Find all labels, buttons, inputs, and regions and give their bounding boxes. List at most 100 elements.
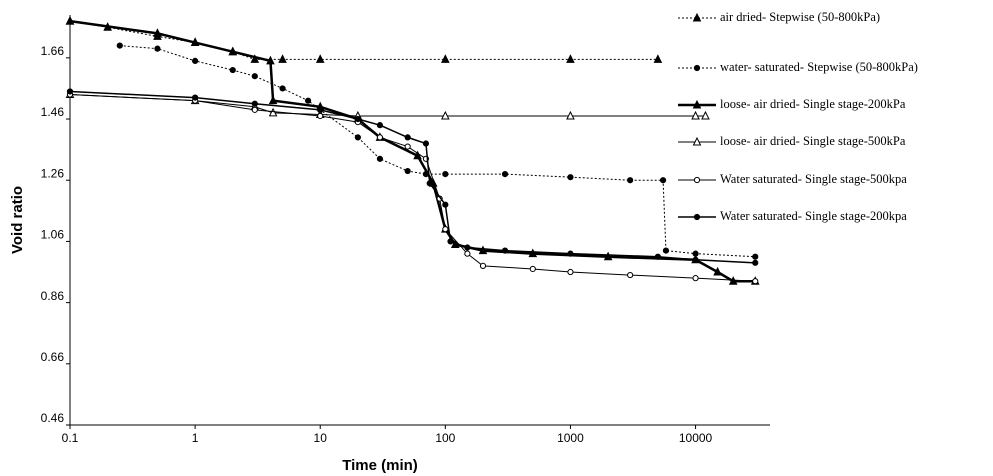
marker bbox=[627, 271, 634, 279]
y-axis-label: Void ratio bbox=[9, 186, 26, 254]
marker bbox=[728, 276, 738, 285]
marker bbox=[529, 265, 536, 273]
y-tick-label: 1.26 bbox=[41, 166, 65, 180]
marker bbox=[268, 107, 278, 117]
marker bbox=[250, 54, 260, 63]
marker bbox=[190, 37, 200, 47]
marker bbox=[567, 174, 574, 181]
y-tick-label: 0.46 bbox=[41, 411, 65, 425]
marker bbox=[426, 180, 433, 187]
series-line bbox=[119, 45, 756, 258]
marker bbox=[603, 251, 613, 261]
legend-marker bbox=[693, 64, 701, 72]
marker bbox=[442, 201, 449, 208]
legend-label: air dried- Stepwise (50-800kPa) bbox=[720, 10, 880, 24]
marker bbox=[192, 57, 199, 64]
marker bbox=[701, 110, 710, 120]
marker bbox=[654, 253, 661, 260]
marker bbox=[376, 134, 384, 141]
marker bbox=[266, 55, 275, 65]
marker bbox=[447, 238, 454, 245]
x-tick-label: 10 bbox=[314, 431, 328, 445]
marker bbox=[713, 266, 722, 276]
marker bbox=[304, 97, 312, 104]
marker bbox=[251, 73, 258, 80]
marker bbox=[567, 250, 574, 257]
legend-label: Water saturated- Single stage-500kpa bbox=[720, 172, 907, 186]
marker bbox=[413, 150, 422, 160]
marker bbox=[464, 250, 471, 257]
marker bbox=[567, 268, 574, 276]
marker bbox=[404, 167, 411, 175]
marker bbox=[317, 112, 324, 120]
marker bbox=[659, 177, 667, 184]
legend-marker bbox=[693, 176, 701, 184]
series-line bbox=[69, 94, 756, 282]
marker bbox=[422, 140, 430, 147]
marker bbox=[479, 262, 487, 269]
legend-label: loose- air dried- Single stage-200kPa bbox=[720, 97, 906, 111]
marker bbox=[376, 155, 384, 162]
marker bbox=[692, 275, 699, 282]
marker bbox=[404, 143, 411, 150]
legend-label: Water saturated- Single stage-200kpa bbox=[720, 209, 907, 223]
x-tick-label: 100 bbox=[435, 431, 455, 445]
marker bbox=[229, 66, 236, 74]
marker bbox=[501, 247, 509, 254]
marker bbox=[317, 106, 324, 113]
marker bbox=[441, 110, 450, 120]
legend-label: loose- air dried- Single stage-500kPa bbox=[720, 134, 906, 148]
y-tick-label: 1.66 bbox=[41, 44, 65, 58]
marker bbox=[478, 245, 488, 255]
legend-label: water- saturated- Stepwise (50-800kPa) bbox=[720, 60, 918, 74]
marker bbox=[442, 226, 449, 233]
marker bbox=[65, 16, 75, 25]
marker bbox=[354, 115, 361, 123]
marker bbox=[376, 122, 384, 129]
marker bbox=[566, 54, 575, 63]
marker bbox=[691, 110, 700, 120]
marker bbox=[627, 177, 634, 184]
marker bbox=[154, 45, 161, 52]
x-tick-label: 1 bbox=[192, 431, 199, 445]
x-axis-label: Time (min) bbox=[342, 457, 418, 474]
marker bbox=[251, 106, 258, 113]
x-tick-label: 10000 bbox=[679, 431, 713, 445]
marker bbox=[441, 54, 450, 63]
marker bbox=[464, 244, 471, 251]
marker bbox=[228, 46, 238, 56]
marker bbox=[692, 256, 699, 263]
marker bbox=[566, 110, 575, 120]
marker bbox=[153, 28, 162, 37]
marker bbox=[752, 259, 759, 266]
marker bbox=[442, 171, 449, 178]
marker bbox=[752, 278, 759, 285]
marker bbox=[278, 54, 287, 63]
y-tick-label: 0.86 bbox=[41, 289, 65, 303]
y-tick-label: 1.06 bbox=[41, 228, 65, 242]
marker bbox=[251, 100, 258, 107]
marker bbox=[66, 88, 74, 95]
legend-marker bbox=[692, 12, 702, 22]
marker bbox=[279, 85, 286, 92]
marker bbox=[315, 54, 325, 63]
y-tick-label: 0.66 bbox=[41, 350, 65, 364]
x-tick-label: 1000 bbox=[557, 431, 584, 445]
series-line bbox=[69, 20, 658, 60]
legend-marker bbox=[692, 99, 702, 109]
marker bbox=[116, 42, 123, 49]
marker bbox=[404, 134, 411, 141]
marker bbox=[501, 171, 509, 178]
series-line bbox=[69, 90, 756, 264]
y-tick-label: 1.46 bbox=[41, 105, 65, 119]
marker bbox=[752, 253, 759, 260]
marker bbox=[354, 134, 361, 141]
marker bbox=[662, 247, 670, 254]
legend-marker bbox=[693, 213, 701, 221]
marker bbox=[528, 248, 538, 258]
legend-marker bbox=[692, 136, 702, 146]
series-line bbox=[69, 94, 706, 117]
x-tick-label: 0.1 bbox=[62, 431, 79, 445]
marker bbox=[192, 94, 199, 101]
